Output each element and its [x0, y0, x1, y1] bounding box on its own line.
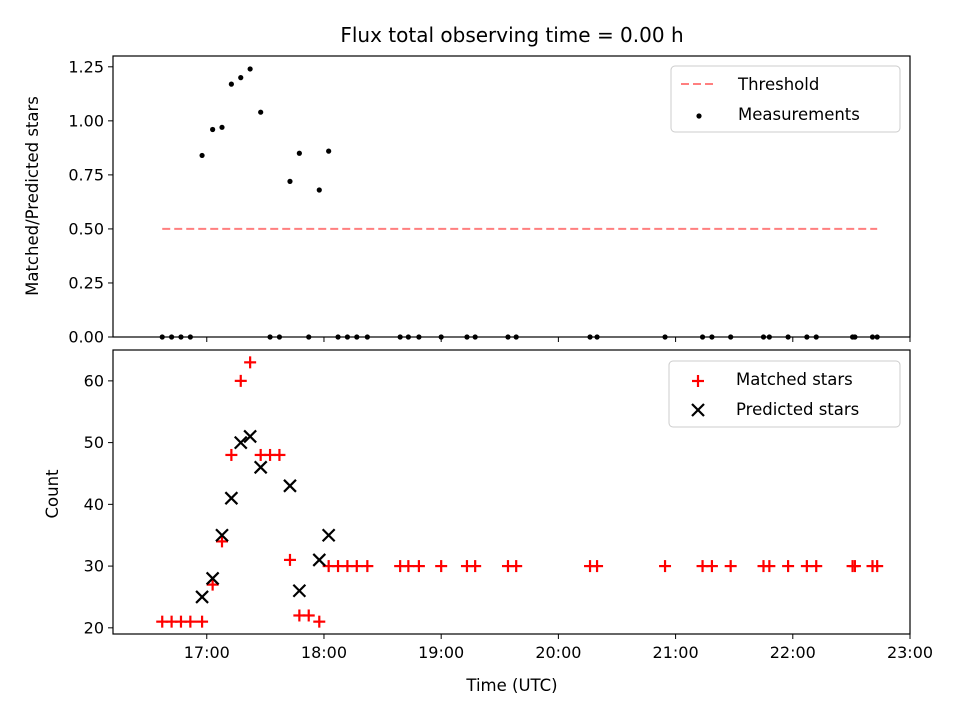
- measurement-point: [247, 66, 253, 72]
- measurement-point: [316, 187, 322, 193]
- bottom-ticks: 20 30 40 50 60 17:00 18:00 19:00 20:00 21:00 22:00…: [84, 371, 933, 662]
- x-tick-label: 21:00: [653, 643, 699, 662]
- bottom-axes-frame: [112, 349, 911, 635]
- matched-star-point: [244, 356, 257, 369]
- matched-star-point: [302, 609, 315, 622]
- matched-star-point: [412, 560, 425, 573]
- y-tick-label: 0.75: [68, 165, 104, 184]
- bottom-legend-box: [668, 360, 901, 428]
- matched-star-point: [225, 448, 238, 461]
- matched-star-point: [782, 560, 795, 573]
- bottom-ylabel: Count: [43, 469, 62, 519]
- chart-title: Flux total observing time = 0.00 h: [340, 23, 683, 47]
- y-tick-label: 30: [84, 557, 104, 576]
- predicted-star-point: [283, 479, 297, 493]
- matched-star-point: [724, 560, 737, 573]
- matched-star-point: [361, 560, 374, 573]
- y-tick-label: 0.50: [68, 219, 104, 238]
- legend-measurements-swatch: [696, 113, 702, 119]
- legend-predicted-label: Predicted stars: [736, 400, 859, 419]
- y-tick-label: 40: [84, 495, 104, 514]
- bottom-xlabel: Time (UTC): [465, 676, 557, 695]
- measurement-point: [296, 150, 302, 156]
- measurement-point: [326, 148, 332, 154]
- bottom-series: [156, 356, 884, 628]
- top-panel: Flux total observing time = 0.00 h Match…: [23, 23, 911, 347]
- x-tick-label: 23:00: [887, 643, 933, 662]
- predicted-star-point: [253, 460, 268, 475]
- x-tick-label: 17:00: [184, 643, 230, 662]
- y-tick-label: 1.25: [68, 57, 104, 76]
- measurement-point: [210, 126, 216, 133]
- legend-matched-label: Matched stars: [736, 370, 853, 389]
- predicted-star-point: [195, 590, 209, 604]
- predicted-star-point: [224, 491, 239, 505]
- y-tick-label: 0.00: [68, 328, 104, 347]
- predicted-star-point: [312, 553, 327, 567]
- measurement-point: [228, 81, 234, 87]
- matched-star-point: [848, 560, 861, 573]
- top-legend-box: [670, 65, 901, 133]
- matched-star-point: [283, 553, 296, 566]
- y-tick-label: 60: [84, 371, 104, 390]
- bottom-panel: Count Time (UTC) 20 30 40 50 60 17:00 18:00 19:…: [43, 349, 933, 695]
- y-tick-label: 50: [84, 433, 104, 452]
- matched-star-point: [196, 615, 209, 628]
- bottom-legend: Matched stars Predicted stars: [668, 360, 901, 428]
- matched-star-point: [510, 560, 523, 573]
- matched-star-point: [659, 560, 672, 573]
- top-axes-frame: [112, 55, 911, 338]
- y-tick-label: 1.00: [68, 111, 104, 130]
- predicted-star-point: [292, 584, 307, 598]
- predicted-star-point: [233, 435, 248, 450]
- matched-star-point: [206, 578, 219, 591]
- predicted-star-point: [205, 571, 220, 586]
- predicted-star-point: [243, 429, 257, 444]
- matched-star-point: [234, 374, 247, 387]
- matched-star-point: [591, 560, 604, 573]
- matched-star-point: [402, 560, 415, 573]
- y-tick-label: 20: [84, 618, 104, 637]
- x-tick-label: 20:00: [535, 643, 581, 662]
- matched-star-point: [184, 615, 197, 628]
- measurement-point: [258, 109, 264, 115]
- top-ticks: 0.00 0.25 0.50 0.75 1.00 1.25: [68, 57, 911, 347]
- y-tick-label: 0.25: [68, 273, 104, 292]
- measurement-point: [238, 75, 244, 81]
- matched-star-point: [705, 560, 718, 573]
- matched-star-point: [763, 560, 776, 573]
- top-ylabel: Matched/Predicted stars: [23, 96, 42, 296]
- legend-threshold-label: Threshold: [737, 75, 819, 94]
- matched-star-point: [216, 535, 229, 548]
- top-legend: Threshold Measurements: [670, 65, 901, 133]
- legend-predicted-swatch: [691, 403, 705, 417]
- matched-star-point: [871, 560, 884, 573]
- x-tick-label: 22:00: [770, 643, 816, 662]
- matched-star-point: [810, 560, 823, 573]
- matched-star-point: [435, 560, 448, 573]
- measurement-point: [199, 152, 205, 159]
- matched-star-point: [273, 448, 286, 461]
- predicted-star-point: [321, 528, 336, 542]
- matched-star-point: [350, 560, 363, 573]
- legend-measurements-label: Measurements: [738, 105, 860, 124]
- predicted-star-point: [215, 528, 229, 542]
- matched-star-point: [313, 615, 326, 628]
- legend-matched-swatch: [692, 375, 704, 387]
- matched-star-point: [469, 560, 482, 573]
- x-tick-label: 18:00: [301, 643, 347, 662]
- measurement-point: [287, 178, 293, 184]
- measurement-point: [219, 124, 225, 130]
- x-tick-label: 19:00: [418, 643, 464, 662]
